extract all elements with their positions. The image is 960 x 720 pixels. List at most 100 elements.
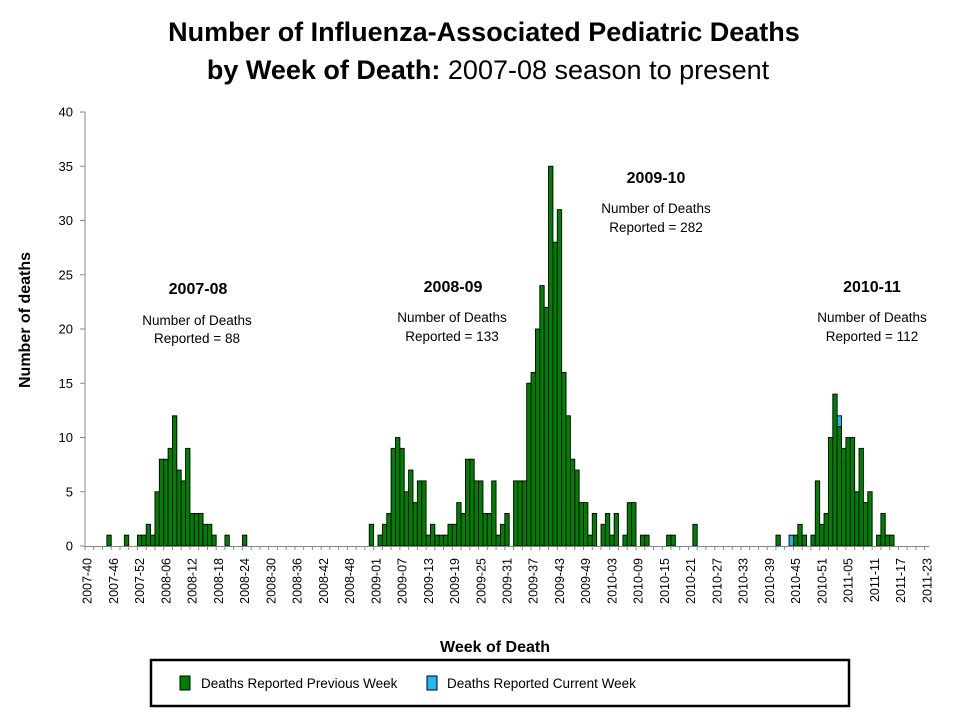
season-label: 2008-09	[424, 279, 483, 296]
bar-previous-week	[167, 447, 173, 547]
x-tick-label: 2009-49	[579, 558, 593, 604]
bar-previous-week	[631, 502, 637, 547]
bar-previous-week	[867, 491, 873, 547]
bar-previous-week	[395, 437, 401, 547]
bar-previous-week	[185, 447, 191, 547]
bar-previous-week	[569, 458, 576, 547]
bar-current-week	[788, 534, 794, 547]
bar-previous-week	[486, 513, 493, 547]
bar-previous-week	[613, 513, 619, 547]
bar-previous-week	[465, 458, 471, 547]
bar-previous-week	[421, 480, 427, 547]
y-axis-title: Number of deaths	[17, 252, 34, 388]
legend: Deaths Reported Previous Week Deaths Rep…	[149, 658, 851, 708]
bar-previous-week	[443, 534, 449, 547]
x-tick-label: 2010-45	[789, 558, 803, 604]
x-tick-label: 2010-21	[684, 558, 698, 604]
bar-previous-week	[150, 534, 156, 547]
bar-previous-week	[456, 502, 462, 547]
x-axis-title: Week of Death	[440, 639, 550, 656]
bar-previous-week	[390, 447, 396, 547]
bar-previous-week	[548, 165, 554, 547]
bar-previous-week	[517, 480, 523, 547]
bar-previous-week	[604, 513, 611, 547]
x-tick-label: 2008-12	[186, 558, 200, 604]
legend-swatch-previous-week	[179, 675, 191, 691]
bar-previous-week	[368, 523, 375, 547]
bars	[106, 165, 895, 547]
bar-previous-week	[543, 306, 549, 547]
bar-previous-week	[193, 513, 200, 547]
chart-title-line1: Number of Influenza-Associated Pediatric…	[168, 17, 800, 47]
bar-previous-week	[884, 534, 891, 547]
y-tick-label: 25	[59, 267, 73, 282]
bar-previous-week	[416, 480, 423, 547]
bar-previous-week	[849, 437, 856, 547]
bar-previous-week	[180, 480, 187, 547]
bar-previous-week	[381, 523, 388, 547]
x-tick-label: 2011-17	[894, 558, 908, 603]
x-tick-label: 2007-40	[81, 558, 95, 604]
bar-previous-week	[434, 534, 440, 547]
bar-current-week	[836, 415, 842, 428]
bar-previous-week	[854, 491, 860, 547]
y-tick-label: 15	[59, 376, 73, 391]
bar-previous-week	[819, 523, 825, 547]
bar-previous-week	[832, 393, 838, 547]
y-tick-label: 30	[59, 213, 73, 228]
bar-previous-week	[123, 534, 130, 547]
bar-previous-week	[827, 437, 834, 547]
bar-previous-week	[425, 534, 431, 547]
x-tick-label: 2008-24	[238, 558, 252, 604]
season-label: 2007-08	[169, 281, 228, 298]
annotation-2007-08: 2007-08 Number of Deaths Reported = 88	[142, 281, 252, 346]
bar-previous-week	[561, 371, 567, 547]
x-tick-label: 2010-39	[763, 558, 777, 604]
bar-previous-week	[858, 447, 864, 547]
y-tick-label: 40	[59, 105, 73, 120]
bar-previous-week	[583, 502, 589, 547]
bar-previous-week	[241, 534, 248, 547]
x-tick-label: 2008-30	[264, 558, 278, 604]
y-tick-label: 10	[59, 430, 73, 445]
bar-previous-week	[644, 534, 650, 547]
legend-label-previous-week: Deaths Reported Previous Week	[201, 676, 398, 691]
y-tick-label: 35	[59, 159, 73, 174]
bar-previous-week	[513, 480, 519, 547]
x-tick-label: 2009-25	[474, 558, 488, 604]
bar-previous-week	[224, 534, 230, 547]
x-tick-label: 2009-07	[396, 558, 410, 604]
season-note: Number of Deaths	[817, 310, 927, 325]
bar-previous-week	[399, 447, 405, 547]
chart-title-normal: 2007-08 season to present	[440, 55, 769, 85]
bar-previous-week	[578, 502, 584, 547]
bar-previous-week	[609, 534, 615, 547]
bar-previous-week	[482, 513, 488, 547]
x-tick-label: 2007-52	[133, 558, 147, 604]
bar-previous-week	[521, 480, 528, 547]
bar-previous-week	[438, 534, 445, 547]
bar-previous-week	[176, 469, 182, 547]
bar-previous-week	[534, 328, 541, 547]
annotation-2010-11: 2010-11 Number of Deaths Reported = 112	[817, 279, 927, 344]
bar-previous-week	[202, 523, 208, 547]
bar-previous-week	[836, 426, 842, 547]
x-tick-label: 2010-09	[632, 558, 646, 604]
bar-previous-week	[626, 502, 633, 547]
annotation-2009-10: 2009-10 Number of Deaths Reported = 282	[601, 170, 711, 235]
season-label: 2009-10	[627, 170, 686, 187]
season-note: Reported = 282	[609, 220, 702, 235]
season-note: Number of Deaths	[397, 310, 507, 325]
x-tick-label: 2010-03	[605, 558, 619, 604]
bar-previous-week	[158, 458, 165, 547]
x-tick-label: 2008-42	[317, 558, 331, 604]
bar-previous-week	[880, 513, 886, 547]
y-tick-label: 20	[59, 322, 73, 337]
bar-previous-week	[145, 523, 152, 547]
bar-previous-week	[823, 513, 829, 547]
legend-swatch-current-week	[426, 675, 438, 691]
x-tick-label: 2008-06	[159, 558, 173, 604]
bar-previous-week	[172, 415, 178, 547]
bar-previous-week	[876, 534, 882, 547]
